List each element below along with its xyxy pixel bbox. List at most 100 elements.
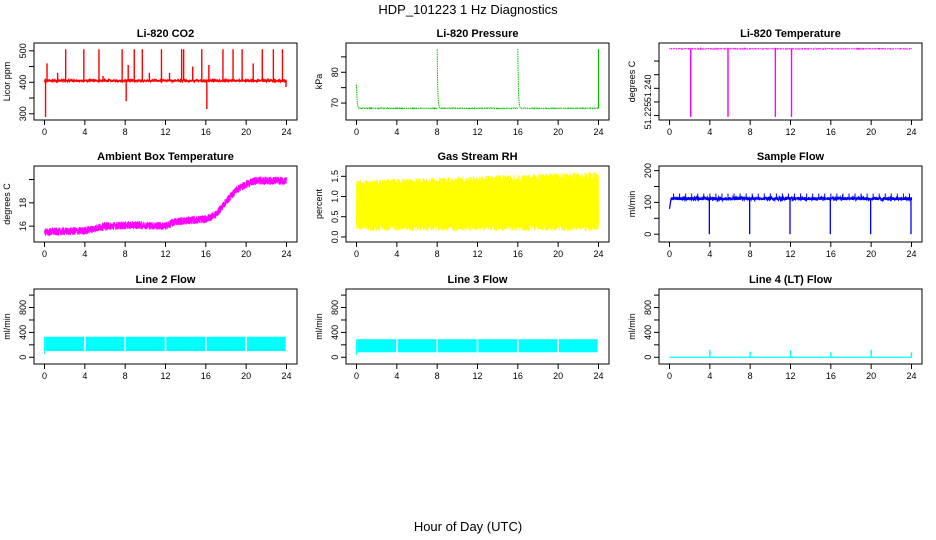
x-tick-label: 4: [82, 249, 87, 259]
y-tick-label: 800: [18, 300, 28, 315]
x-tick-label: 24: [593, 371, 603, 381]
x-tick-label: 4: [394, 127, 399, 137]
x-tick-label: 12: [160, 127, 170, 137]
chart-title: Gas Stream RH: [437, 151, 517, 163]
chart-panel-9: Line 4 (LT) Flow ml/min 0 4 8 12 16 20 24 0 400 800: [627, 274, 923, 381]
x-tick-label: 8: [123, 127, 128, 137]
chart-panel-5: Gas Stream RH percent 0 4 8 12 16 20 24 0.0 0.5 1.0…: [314, 151, 610, 259]
x-tick-label: 16: [513, 127, 523, 137]
x-tick-label: 24: [593, 127, 603, 137]
y-tick-label: 500: [18, 43, 28, 58]
x-tick-label: 8: [435, 127, 440, 137]
y-tick-label: 16: [18, 221, 28, 231]
x-tick-label: 8: [748, 249, 753, 259]
chart-title: Li-820 Pressure: [437, 28, 519, 40]
x-tick-label: 20: [241, 371, 251, 381]
y-tick-label: 1.0: [330, 190, 340, 203]
x-tick-label: 4: [394, 371, 399, 381]
y-tick-label: 100: [643, 195, 653, 210]
chart-title: Line 4 (LT) Flow: [749, 274, 832, 286]
y-axis-label: ml/min: [2, 313, 12, 340]
x-tick-label: 24: [906, 127, 916, 137]
chart-panel-8: Line 3 Flow ml/min 0 4 8 12 16 20 24 0 400 800: [314, 274, 610, 381]
x-tick-label: 16: [826, 249, 836, 259]
x-tick-label: 4: [707, 371, 712, 381]
figure-xlabel: Hour of Day (UTC): [414, 519, 522, 534]
x-tick-label: 12: [472, 249, 482, 259]
x-tick-label: 16: [201, 249, 211, 259]
x-tick-label: 0: [667, 371, 672, 381]
x-tick-label: 12: [785, 127, 795, 137]
y-tick-label: 300: [18, 106, 28, 121]
x-tick-label: 8: [748, 127, 753, 137]
y-tick-label: 400: [330, 325, 340, 340]
figure-title: HDP_101223 1 Hz Diagnostics: [378, 2, 558, 17]
x-tick-label: 8: [748, 371, 753, 381]
x-tick-label: 16: [201, 371, 211, 381]
chart-title: Line 2 Flow: [136, 274, 196, 286]
y-axis-label: kPa: [314, 74, 324, 90]
x-tick-label: 24: [281, 249, 291, 259]
series-3: [669, 47, 912, 117]
x-tick-label: 12: [160, 371, 170, 381]
x-tick-label: 16: [201, 127, 211, 137]
flow-band: [437, 339, 477, 353]
x-tick-label: 20: [241, 249, 251, 259]
chart-panel-7: Line 2 Flow ml/min 0 4 8 12 16 20 24 0 400 800: [2, 274, 298, 381]
series-4: [44, 176, 287, 238]
chart-title: Ambient Box Temperature: [97, 151, 234, 163]
y-axis-label: degrees C: [627, 60, 637, 102]
x-tick-label: 12: [472, 127, 482, 137]
x-tick-label: 16: [513, 249, 523, 259]
chart-title: Line 3 Flow: [448, 274, 508, 286]
series-2: [356, 48, 600, 110]
flow-band: [478, 339, 518, 353]
plot-frame: [345, 288, 610, 365]
x-tick-label: 16: [826, 127, 836, 137]
chart-panel-3: Li-820 Temperature degrees C 0 4 8 12 16 20 24 51…: [627, 28, 923, 137]
y-tick-label: 0: [18, 355, 28, 360]
y-axis-label: Licor ppm: [2, 62, 12, 102]
y-tick-label: 80: [330, 67, 340, 77]
series-9: [669, 349, 913, 358]
chart-title: Li-820 CO2: [137, 28, 194, 40]
flow-band: [558, 339, 598, 353]
flow-band: [518, 339, 558, 353]
pressure-segment: [436, 49, 519, 110]
plot-frame: [658, 42, 923, 121]
rh-trace: [356, 171, 599, 231]
y-tick-label: 18: [18, 198, 28, 208]
y-tick-label: 400: [18, 325, 28, 340]
x-tick-label: 4: [707, 249, 712, 259]
co2-trace: [43, 77, 287, 84]
x-tick-label: 0: [354, 249, 359, 259]
x-tick-label: 8: [123, 249, 128, 259]
y-axis-label: ml/min: [627, 191, 637, 218]
x-tick-label: 4: [82, 127, 87, 137]
y-tick-label: 70: [330, 98, 340, 108]
series-6: [668, 193, 913, 235]
x-tick-label: 0: [667, 249, 672, 259]
flow-band: [397, 339, 437, 353]
x-tick-label: 16: [826, 371, 836, 381]
x-tick-label: 20: [553, 249, 563, 259]
chart-title: Sample Flow: [757, 151, 825, 163]
x-tick-label: 4: [394, 249, 399, 259]
x-tick-label: 24: [281, 371, 291, 381]
x-tick-label: 12: [785, 371, 795, 381]
y-tick-label: 51.240: [643, 75, 653, 103]
chart-panel-2: Li-820 Pressure kPa 0 4 8 12 16 20 24 70 80: [314, 28, 610, 137]
x-tick-label: 12: [160, 249, 170, 259]
y-tick-label: 1.5: [330, 170, 340, 183]
x-tick-label: 20: [241, 127, 251, 137]
x-tick-label: 20: [553, 371, 563, 381]
y-tick-label: 0: [330, 355, 340, 360]
plot-frame: [33, 288, 298, 365]
x-tick-label: 4: [707, 127, 712, 137]
x-tick-label: 0: [354, 371, 359, 381]
y-axis-label: percent: [314, 188, 324, 219]
x-tick-label: 12: [472, 371, 482, 381]
y-tick-label: 0: [643, 232, 653, 237]
